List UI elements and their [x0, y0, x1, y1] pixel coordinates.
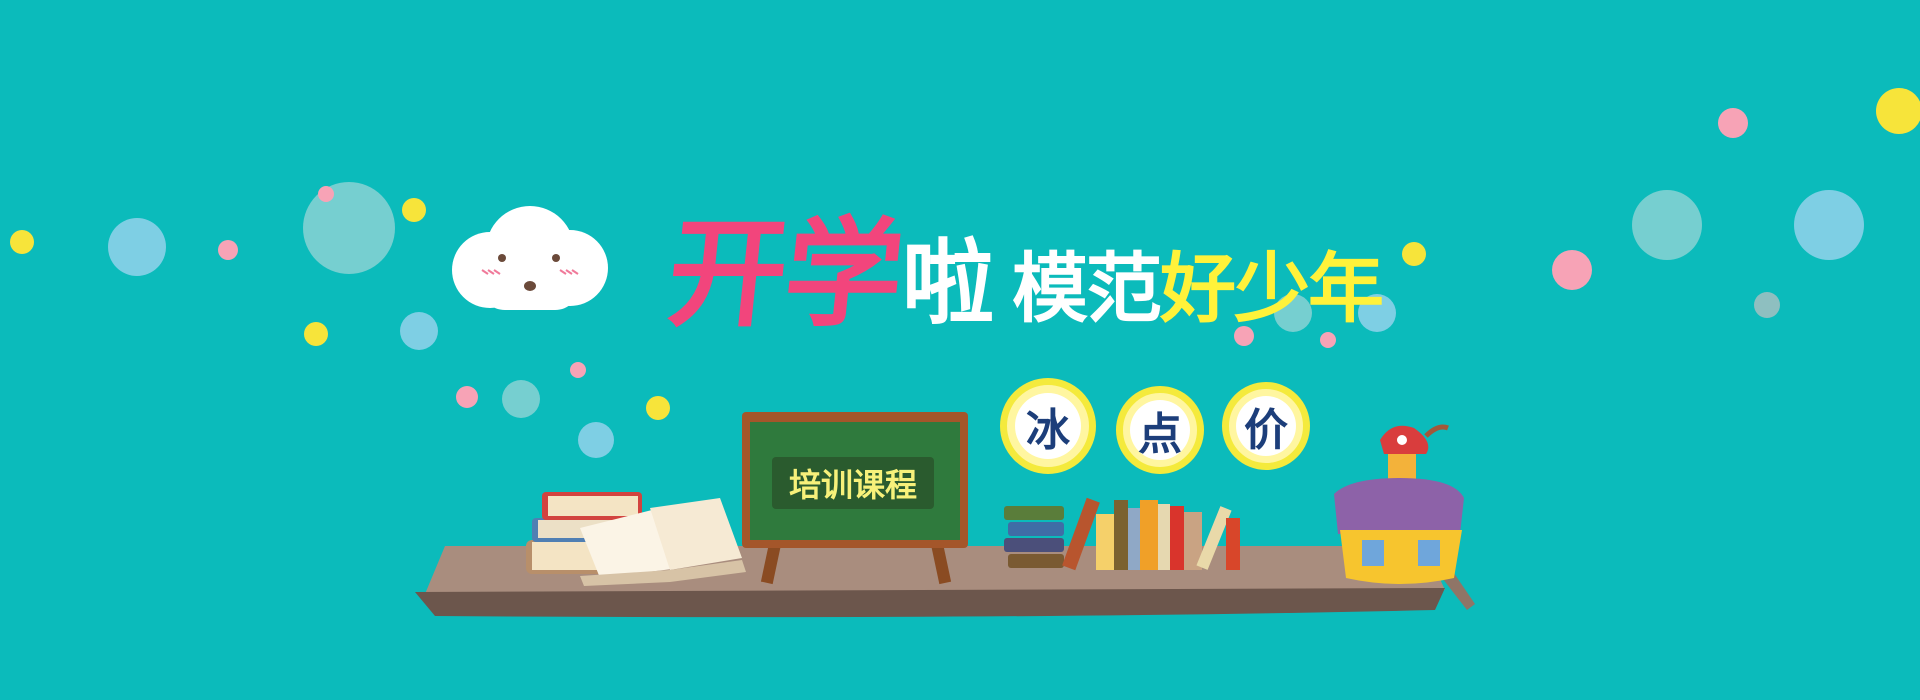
price-badge: 价 — [1222, 382, 1310, 470]
price-badge: 冰 — [1000, 378, 1096, 474]
badge-char: 价 — [1236, 396, 1296, 456]
bubble-dot — [1794, 190, 1864, 260]
bubble-dot — [1632, 190, 1702, 260]
bubble-dot — [303, 182, 395, 274]
bubble-dot — [1552, 250, 1592, 290]
bubble-dot — [1320, 332, 1336, 348]
bubble-dot — [1754, 292, 1780, 318]
badge-char: 冰 — [1015, 393, 1081, 459]
bubble-dot — [1718, 108, 1748, 138]
bubble-dot — [402, 198, 426, 222]
title-main-pink: 开学 — [661, 205, 909, 343]
bubble-dot — [1234, 326, 1254, 346]
bubble-dot — [304, 322, 328, 346]
title-sub-white: 模范 — [1012, 244, 1162, 333]
bubble-dot — [108, 218, 166, 276]
bubble-dot — [1274, 294, 1312, 332]
books-row-icon — [1004, 497, 1240, 571]
bubble-dot — [318, 186, 334, 202]
bubble-dot — [1402, 242, 1426, 266]
bubble-dot — [10, 230, 34, 254]
bubble-dot — [578, 422, 614, 458]
banner-title: 开学啦 模范好少年 — [662, 178, 1384, 349]
house-icon — [1334, 424, 1464, 584]
title-main-white: 啦 — [902, 230, 994, 337]
books-stack-icon — [526, 492, 746, 586]
bubble-dot — [400, 312, 438, 350]
price-badge: 点 — [1116, 386, 1204, 474]
bubble-dot — [218, 240, 238, 260]
bubble-dot — [570, 362, 586, 378]
bubble-dot — [1876, 88, 1920, 134]
bubble-dot — [646, 396, 670, 420]
bubble-dot — [1358, 294, 1396, 332]
bubble-dot — [456, 386, 478, 408]
board-label: 培训课程 — [772, 457, 934, 509]
bubble-dot — [502, 380, 540, 418]
title-sub-yellow: 好少年 — [1160, 244, 1384, 333]
cloud-mascot-icon — [452, 206, 608, 310]
badge-char: 点 — [1130, 400, 1190, 460]
